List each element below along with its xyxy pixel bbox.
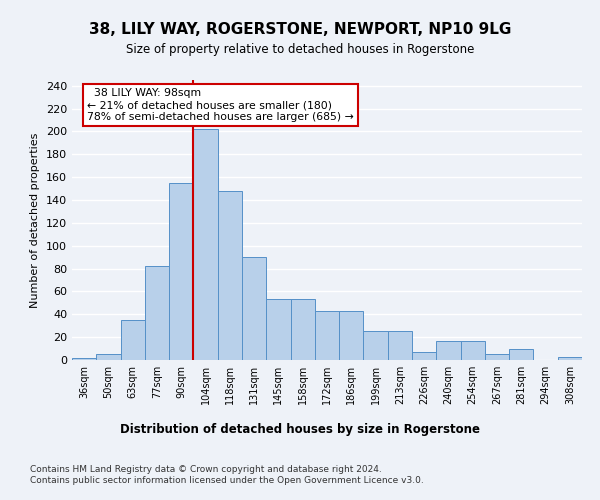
Bar: [436, 340, 461, 360]
Text: Size of property relative to detached houses in Rogerstone: Size of property relative to detached ho…: [126, 42, 474, 56]
Bar: [169, 183, 193, 360]
Bar: [558, 356, 582, 360]
Text: Distribution of detached houses by size in Rogerstone: Distribution of detached houses by size …: [120, 422, 480, 436]
Text: Contains public sector information licensed under the Open Government Licence v3: Contains public sector information licen…: [30, 476, 424, 485]
Y-axis label: Number of detached properties: Number of detached properties: [31, 132, 40, 308]
Text: Contains HM Land Registry data © Crown copyright and database right 2024.: Contains HM Land Registry data © Crown c…: [30, 465, 382, 474]
Bar: [315, 311, 339, 360]
Bar: [121, 320, 145, 360]
Bar: [364, 332, 388, 360]
Bar: [145, 266, 169, 360]
Text: 38 LILY WAY: 98sqm
← 21% of detached houses are smaller (180)
78% of semi-detach: 38 LILY WAY: 98sqm ← 21% of detached hou…: [88, 88, 354, 122]
Bar: [242, 257, 266, 360]
Bar: [266, 300, 290, 360]
Bar: [339, 311, 364, 360]
Bar: [72, 358, 96, 360]
Bar: [218, 191, 242, 360]
Bar: [461, 340, 485, 360]
Bar: [96, 354, 121, 360]
Text: 38, LILY WAY, ROGERSTONE, NEWPORT, NP10 9LG: 38, LILY WAY, ROGERSTONE, NEWPORT, NP10 …: [89, 22, 511, 38]
Bar: [388, 332, 412, 360]
Bar: [509, 348, 533, 360]
Bar: [290, 300, 315, 360]
Bar: [485, 354, 509, 360]
Bar: [193, 129, 218, 360]
Bar: [412, 352, 436, 360]
